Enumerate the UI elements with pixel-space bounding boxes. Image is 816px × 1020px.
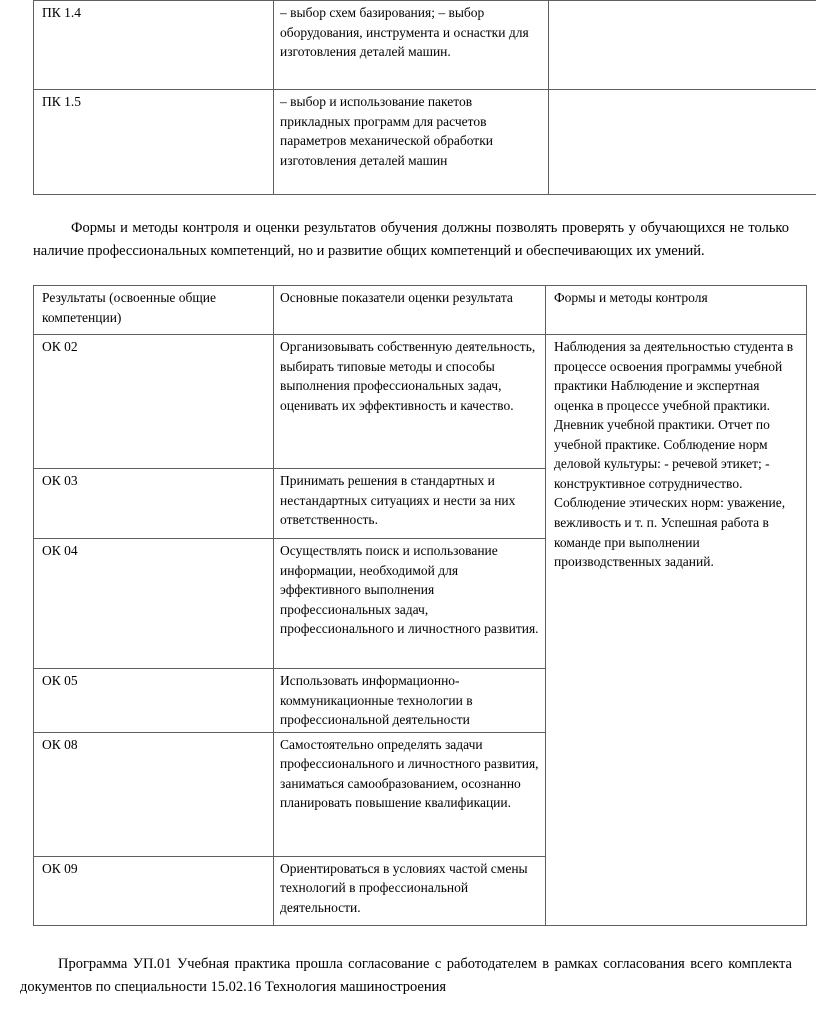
table-row: ОК 02 Организовывать собственную деятель… [33, 333, 807, 926]
header-indicators: Основные показатели оценки результата [273, 284, 546, 335]
table-header-row: Результаты (освоенные общие компетенции)… [33, 284, 807, 335]
ok-indicator-cell: Осуществлять поиск и использование инфор… [273, 537, 546, 669]
pk-indicator-cell: – выбор схем базирования; – выбор оборуд… [273, 0, 549, 90]
pk-indicator-cell: – выбор и использование пакетов прикладн… [273, 89, 549, 195]
closing-paragraph: Программа УП.01 Учебная практика прошла … [20, 955, 792, 996]
ok-indicator-cell: Использовать информационно-коммуникацион… [273, 667, 546, 733]
intro-paragraph: Формы и методы контроля и оценки результ… [33, 220, 789, 260]
ok-code-cell: ОК 04 [33, 537, 274, 669]
ok-code-cell: ОК 02 [33, 333, 274, 469]
ok-indicator-cell: Самостоятельно определять задачи професс… [273, 731, 546, 857]
ok-code-cell: ОК 03 [33, 467, 274, 539]
ok-code-cell: ОК 08 [33, 731, 274, 857]
table-row: ПК 1.5 – выбор и использование пакетов п… [33, 89, 816, 195]
ok-indicator-cell: Организовывать собственную деятельность,… [273, 333, 546, 469]
ok-competencies-table: Результаты (освоенные общие компетенции)… [33, 284, 807, 926]
header-methods: Формы и методы контроля [545, 284, 807, 335]
ok-indicator-cell: Ориентироваться в условиях частой смены … [273, 855, 546, 926]
pk-competencies-table: ПК 1.4 – выбор схем базирования; – выбор… [33, 0, 816, 195]
table-row: ОК 09 Ориентироваться в условиях частой … [33, 855, 807, 926]
pk-methods-cell [548, 89, 816, 195]
ok-code-cell: ОК 05 [33, 667, 274, 733]
pk-code-cell: ПК 1.5 [33, 89, 274, 195]
pk-code-cell: ПК 1.4 [33, 0, 274, 90]
ok-indicator-cell: Принимать решения в стандартных и нестан… [273, 467, 546, 539]
pk-methods-cell [548, 0, 816, 90]
ok-methods-merged-cell: Наблюдения за деятельностью студента в п… [545, 333, 807, 926]
ok-code-cell: ОК 09 [33, 855, 274, 926]
header-results: Результаты (освоенные общие компетенции) [33, 284, 274, 335]
table-row: ОК 04 Осуществлять поиск и использование… [33, 537, 807, 669]
table-row: ПК 1.4 – выбор схем базирования; – выбор… [33, 0, 816, 90]
table-row: ОК 03 Принимать решения в стандартных и … [33, 467, 807, 539]
table-row: ОК 08 Самостоятельно определять задачи п… [33, 731, 807, 857]
